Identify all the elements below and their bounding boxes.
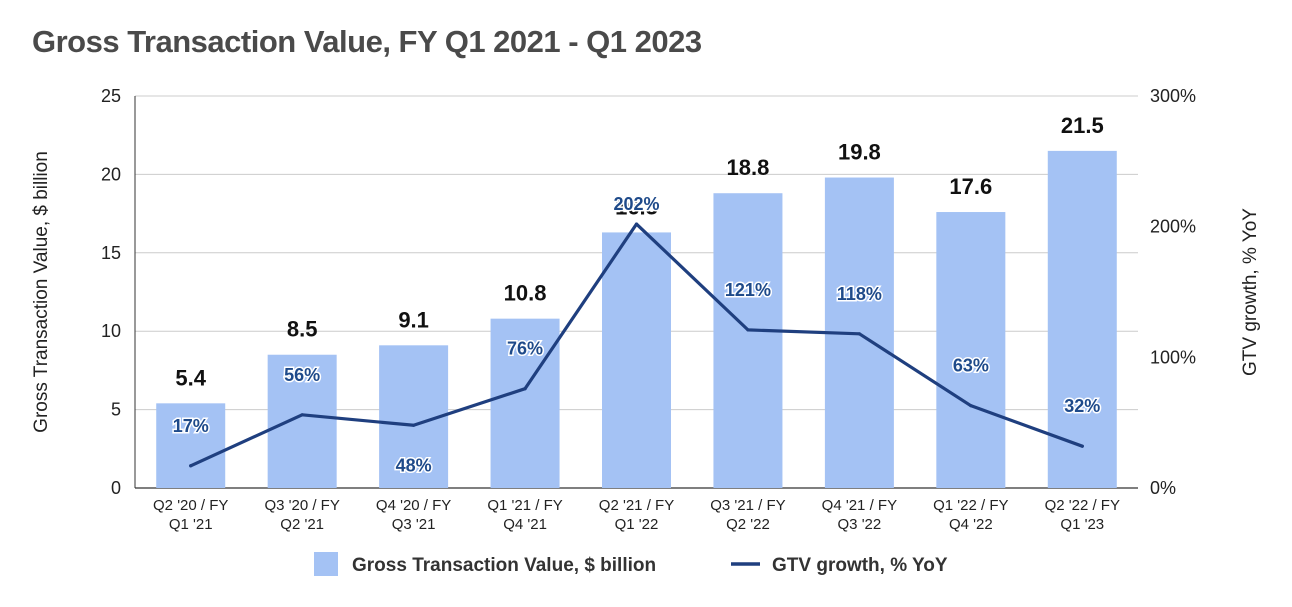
bar-value-label: 8.5: [287, 317, 318, 342]
growth-point: [523, 387, 527, 391]
x-tick-label: Q2 '20 / FY: [153, 497, 228, 514]
bar: [936, 212, 1006, 489]
growth-point: [857, 332, 861, 336]
bar-value-label: 19.8: [838, 140, 881, 165]
y-tick-label: 0: [111, 478, 121, 498]
growth-value-label: 202%: [613, 194, 659, 214]
y2-tick-label: 0%: [1150, 478, 1176, 498]
x-tick-label: Q2 '21 / FY: [599, 497, 674, 514]
bar-series: [156, 150, 1117, 489]
bar-value-label: 16.3: [615, 194, 658, 219]
line-series: [189, 222, 1084, 468]
bar: [602, 232, 671, 488]
bar-value-label: 9.1: [398, 307, 429, 332]
growth-value-label: 56%: [284, 365, 320, 385]
growth-value-label: 63%: [953, 356, 989, 376]
growth-value-label: 121%: [725, 280, 771, 300]
x-tick-label: Q4 '21 / FY: [822, 497, 897, 514]
x-tick-label: Q1 '21 / FY: [487, 497, 562, 514]
legend-bar-label: Gross Transaction Value, $ billion: [352, 555, 656, 576]
x-tick-label: Q2 '22: [726, 516, 770, 533]
x-tick-label: Q3 '21 / FY: [710, 497, 785, 514]
legend: Gross Transaction Value, $ billion GTV gr…: [314, 552, 948, 576]
x-tick-label: Q2 '21: [280, 516, 324, 533]
x-tick-label: Q3 '20 / FY: [264, 497, 339, 514]
bar: [156, 403, 226, 488]
legend-line-label: GTV growth, % YoY: [772, 555, 948, 576]
x-tick-label: Q4 '22: [949, 516, 993, 533]
legend-bar-swatch: [314, 552, 338, 576]
bar-value-label: 5.4: [175, 365, 206, 390]
y-axis-title: Gross Transaction Value, $ billion: [31, 151, 52, 433]
y-tick-label: 10: [101, 321, 121, 341]
growth-value-label: 32%: [1064, 396, 1100, 416]
growth-point: [412, 423, 416, 427]
y2-tick-label: 300%: [1150, 86, 1196, 106]
y-tick-label: 15: [101, 243, 121, 263]
growth-point: [634, 222, 639, 226]
bar-value-label: 21.5: [1061, 113, 1104, 138]
growth-point: [969, 404, 973, 408]
y-tick-label: 20: [101, 164, 121, 184]
x-tick-label: Q1 '22: [615, 516, 659, 533]
bar: [713, 193, 783, 488]
x-tick-label: Q1 '22 / FY: [933, 497, 1008, 514]
y2-axis-title: GTV growth, % YoY: [1240, 208, 1261, 376]
y-tick-label: 5: [111, 400, 121, 420]
x-tick-label: Q4 '21: [503, 516, 547, 533]
y-tick-label: 25: [101, 86, 121, 106]
growth-point: [189, 464, 193, 468]
growth-point: [1080, 444, 1084, 448]
bar: [267, 354, 337, 488]
growth-point: [300, 413, 304, 417]
bar-value-label: 17.6: [949, 174, 992, 199]
chart-title: Gross Transaction Value, FY Q1 2021 - Q1…: [32, 24, 702, 59]
axes: 0 5 10 15 20 25 0% 100% 200% 300% Gross Transactio…: [31, 86, 1261, 533]
y2-tick-label: 100%: [1150, 347, 1196, 367]
x-tick-label: Q3 '21: [392, 516, 436, 533]
x-tick-label: Q2 '22 / FY: [1045, 497, 1120, 514]
x-tick-label: Q4 '20 / FY: [376, 497, 451, 514]
x-tick-label: Q1 '21: [169, 516, 213, 533]
y2-tick-label: 200%: [1150, 217, 1196, 237]
bar: [1047, 150, 1117, 488]
bar: [490, 318, 560, 488]
bar-value-label: 18.8: [727, 155, 770, 180]
growth-point: [746, 328, 750, 332]
x-tick-label: Q3 '22: [838, 516, 882, 533]
growth-value-label: 17%: [173, 416, 209, 436]
growth-value-label: 76%: [507, 339, 543, 359]
bar-value-label: 10.8: [504, 281, 547, 306]
x-tick-label: Q1 '23: [1060, 516, 1104, 533]
growth-value-label: 48%: [396, 455, 432, 475]
data-labels: 5.4 8.5 9.1 10.8 16.3 18.8 19.8 17.6 21.5 17% 56% 4…: [171, 113, 1104, 477]
growth-value-label: 118%: [837, 284, 882, 304]
